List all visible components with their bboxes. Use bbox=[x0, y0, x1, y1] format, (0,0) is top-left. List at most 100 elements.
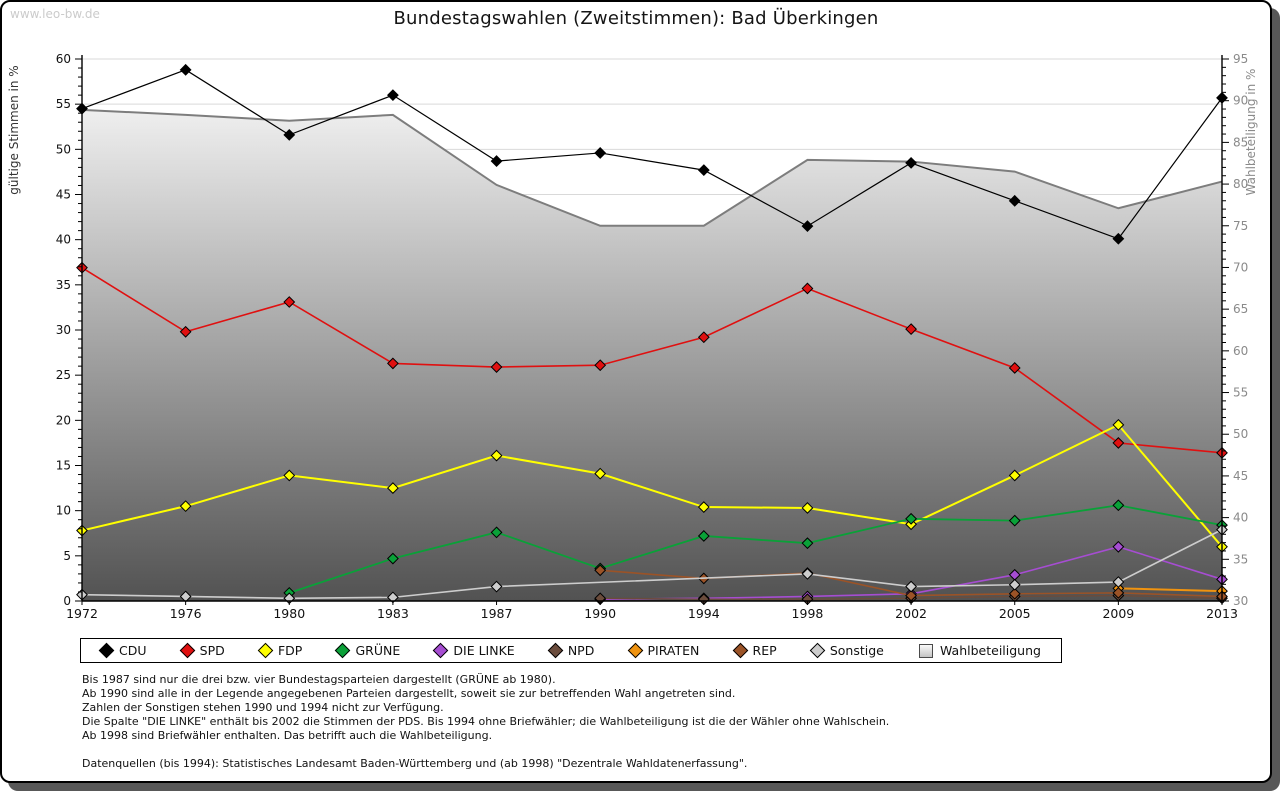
datasource-line: Datenquellen (bis 1994): Statistisches L… bbox=[82, 757, 748, 770]
series-line-sonstige bbox=[81, 528, 1223, 600]
watermark: www.leo-bw.de bbox=[10, 7, 100, 21]
data-point-spd bbox=[387, 357, 399, 370]
year-label: 1983 bbox=[377, 606, 409, 621]
data-point-fdp bbox=[801, 502, 814, 514]
npd-swatch-icon bbox=[547, 642, 564, 659]
left-tick-label: 15 bbox=[56, 459, 71, 473]
legend-label: REP bbox=[752, 643, 777, 658]
year-label: 1998 bbox=[792, 606, 824, 621]
data-point-sonstige bbox=[1112, 576, 1125, 588]
turnout-line bbox=[81, 108, 1223, 227]
cdu-swatch-icon bbox=[98, 642, 115, 659]
year-label: 2013 bbox=[1206, 606, 1238, 621]
grune-swatch-icon bbox=[335, 642, 351, 659]
data-point-rep bbox=[1008, 587, 1021, 600]
data-point-grune bbox=[490, 526, 503, 539]
right-tick-label: 75 bbox=[1233, 219, 1248, 233]
data-point-fdp bbox=[594, 467, 607, 480]
series-line-piraten bbox=[1118, 587, 1223, 593]
series-line-spd bbox=[81, 266, 1223, 454]
data-point-spd bbox=[490, 361, 503, 373]
left-tick-label: 10 bbox=[56, 504, 71, 518]
legend-item-grune: GRÜNE bbox=[335, 642, 401, 659]
legend-item-wahlbeteiligung: Wahlbeteiligung bbox=[919, 643, 1041, 658]
year-label: 1987 bbox=[481, 606, 513, 621]
left-tick-label: 30 bbox=[56, 323, 71, 337]
data-point-die-linke bbox=[1112, 540, 1125, 553]
data-point-fdp bbox=[387, 482, 399, 494]
data-point-rep bbox=[1112, 586, 1125, 599]
sonstige-swatch-icon bbox=[809, 642, 826, 659]
legend-label: Sonstige bbox=[829, 643, 884, 658]
right-tick-label: 40 bbox=[1233, 511, 1248, 525]
data-point-rep bbox=[594, 564, 607, 577]
data-point-cdu bbox=[1008, 194, 1021, 207]
data-point-cdu bbox=[283, 128, 296, 141]
data-point-spd bbox=[801, 282, 814, 295]
year-label: 1990 bbox=[584, 606, 616, 621]
left-tick-label: 20 bbox=[56, 413, 71, 427]
footnote-line: Bis 1987 sind nur die drei bzw. vier Bun… bbox=[82, 673, 556, 686]
piraten-swatch-icon bbox=[627, 642, 643, 659]
right-tick-label: 30 bbox=[1233, 594, 1248, 608]
legend-label: NPD bbox=[567, 643, 595, 658]
left-tick-label: 25 bbox=[56, 368, 71, 382]
left-tick-label: 50 bbox=[56, 142, 71, 156]
year-label: 1980 bbox=[273, 606, 305, 621]
rep-swatch-icon bbox=[732, 642, 748, 659]
legend-item-cdu: CDU bbox=[98, 642, 147, 659]
legend-label: GRÜNE bbox=[355, 643, 401, 658]
legend-label: FDP bbox=[277, 643, 303, 658]
year-label: 2005 bbox=[999, 606, 1031, 621]
left-axis-title: gültige Stimmen in % bbox=[7, 65, 21, 194]
data-point-spd bbox=[905, 323, 917, 336]
legend-label: Wahlbeteiligung bbox=[940, 643, 1041, 658]
data-point-grune bbox=[1008, 514, 1021, 527]
spd-swatch-icon bbox=[179, 642, 195, 659]
legend-label: DIE LINKE bbox=[453, 643, 515, 658]
left-tick-label: 55 bbox=[56, 97, 71, 111]
data-point-cdu bbox=[594, 147, 607, 159]
page-title: Bundestagswahlen (Zweitstimmen): Bad Übe… bbox=[393, 8, 879, 29]
turnout-area bbox=[82, 109, 1222, 601]
legend-item-fdp: FDP bbox=[257, 642, 303, 659]
data-point-spd bbox=[179, 325, 192, 338]
left-tick-label: 40 bbox=[56, 233, 71, 247]
legend-item-npd: NPD bbox=[547, 642, 595, 659]
data-point-spd bbox=[594, 359, 607, 372]
legend-label: SPD bbox=[199, 643, 225, 658]
data-point-fdp bbox=[1008, 469, 1021, 482]
data-point-spd bbox=[283, 296, 296, 308]
right-tick-label: 65 bbox=[1233, 302, 1248, 316]
year-label: 2009 bbox=[1102, 606, 1134, 621]
data-point-sonstige bbox=[801, 567, 814, 580]
data-point-cdu bbox=[697, 164, 710, 177]
legend-label: CDU bbox=[119, 643, 147, 658]
election-line-chart: 0 5 10 15 20 25 30 35 40 45 50 55 60 30 35 40 45 50 55 60 65… bbox=[7, 52, 1258, 621]
year-label: 1972 bbox=[66, 606, 98, 621]
right-tick-label: 90 bbox=[1233, 94, 1248, 108]
footnote-line: Ab 1998 sind Briefwähler enthalten. Das … bbox=[82, 729, 493, 742]
data-point-fdp bbox=[697, 501, 710, 513]
data-point-grune bbox=[905, 512, 917, 525]
data-point-cdu bbox=[490, 155, 503, 167]
left-tick-label: 0 bbox=[63, 594, 71, 608]
series-line-fdp bbox=[81, 423, 1223, 548]
left-tick-label: 60 bbox=[56, 52, 71, 66]
wahlbeteiligung-swatch-icon bbox=[919, 643, 933, 658]
right-tick-label: 35 bbox=[1233, 552, 1248, 566]
legend-item-rep: REP bbox=[732, 642, 777, 659]
data-point-fdp bbox=[179, 500, 192, 513]
legend-item-spd: SPD bbox=[179, 642, 225, 659]
left-tick-label: 35 bbox=[56, 278, 71, 292]
year-label: 1976 bbox=[170, 606, 202, 621]
right-tick-label: 50 bbox=[1233, 427, 1248, 441]
series-line-grune bbox=[288, 504, 1223, 594]
footnote-line: Die Spalte "DIE LINKE" enthält bis 2002 … bbox=[82, 715, 890, 728]
data-point-grune bbox=[697, 530, 710, 542]
die-linke-swatch-icon bbox=[433, 642, 449, 659]
data-point-sonstige bbox=[490, 580, 503, 593]
data-point-cdu bbox=[387, 89, 399, 102]
